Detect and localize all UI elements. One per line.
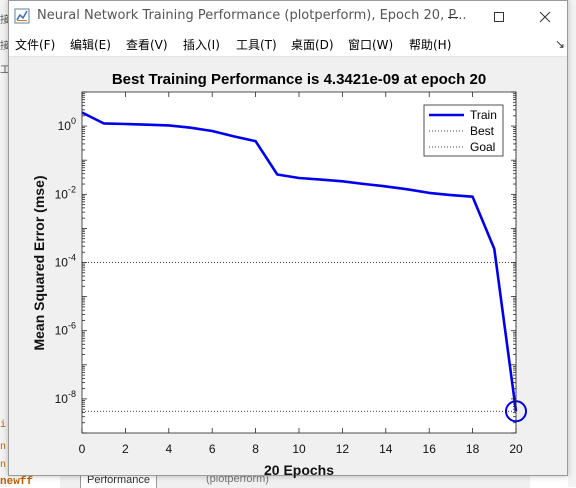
background-glyph: 工 [0, 65, 10, 76]
background-glyph: 接 [0, 41, 10, 52]
background-code-glyph: i [0, 420, 7, 431]
background-glyph: 接 [0, 15, 10, 26]
background-code-glyph: n [0, 442, 7, 453]
title-bar[interactable]: Neural Network Training Performance (plo… [9, 1, 567, 32]
x-tick-label: 10 [292, 442, 306, 456]
x-tick-label: 4 [165, 442, 172, 456]
x-tick-label: 8 [252, 442, 259, 456]
figure-area: Best Training Performance is 4.3421e-09 … [9, 57, 567, 478]
x-tick-label: 14 [379, 442, 393, 456]
y-axis-label: Mean Squared Error (mse) [31, 175, 47, 350]
menu-tools[interactable]: 工具(T) [236, 38, 277, 52]
background-window-edge [0, 0, 10, 487]
y-tick-label: 10-6 [55, 321, 76, 338]
x-tick-label: 6 [209, 442, 216, 456]
menu-bar: 文件(F) 编辑(E) 查看(V) 插入(I) 工具(T) 桌面(D) 窗口(W… [9, 32, 567, 57]
legend-best-label: Best [470, 124, 495, 138]
legend-goal-label: Goal [470, 140, 495, 154]
menu-view[interactable]: 查看(V) [126, 38, 168, 52]
matlab-figure-icon [14, 8, 30, 24]
x-tick-label: 0 [79, 442, 86, 456]
maximize-icon [494, 11, 504, 22]
close-button[interactable] [523, 1, 567, 32]
x-tick-label: 18 [466, 442, 480, 456]
y-tick-label: 10-4 [55, 253, 76, 270]
menu-help[interactable]: 帮助(H) [409, 38, 452, 52]
y-tick-label: 10-8 [55, 389, 76, 406]
menu-window[interactable]: 窗口(W) [348, 38, 394, 52]
x-tick-label: 12 [336, 442, 350, 456]
train-line [81, 111, 518, 412]
background-tab[interactable]: Performance [80, 472, 157, 488]
chart-title: Best Training Performance is 4.3421e-09 … [112, 71, 486, 88]
minimize-icon [448, 16, 458, 18]
y-tick-label: 100 [58, 116, 76, 133]
background-code: newff [0, 476, 34, 488]
figure-window: Neural Network Training Performance (plo… [8, 0, 568, 478]
menu-file[interactable]: 文件(F) [15, 38, 56, 52]
window-title: Neural Network Training Performance (plo… [37, 8, 467, 23]
background-tab[interactable]: (plotperform) [206, 473, 269, 485]
y-tick-label: 10-2 [55, 184, 76, 201]
legend-train-label: Train [470, 108, 497, 122]
background-window-edge-right [568, 0, 576, 487]
legend-box [423, 104, 504, 157]
menu-desktop[interactable]: 桌面(D) [291, 38, 334, 52]
menu-insert[interactable]: 插入(I) [183, 38, 220, 52]
legend[interactable]: Train Best Goal [423, 104, 504, 157]
maximize-button[interactable] [477, 1, 521, 32]
x-tick-label: 16 [423, 442, 437, 456]
minimize-button[interactable] [431, 1, 475, 32]
x-axis-label: 20 Epochs [264, 462, 334, 478]
x-tick-label: 2 [122, 442, 129, 456]
background-code-glyph: n [0, 460, 7, 471]
toolbar-toggle-icon[interactable]: ↘ [555, 37, 566, 51]
menu-edit[interactable]: 编辑(E) [70, 38, 111, 52]
close-icon [539, 11, 551, 22]
x-tick-label: 20 [509, 442, 523, 456]
